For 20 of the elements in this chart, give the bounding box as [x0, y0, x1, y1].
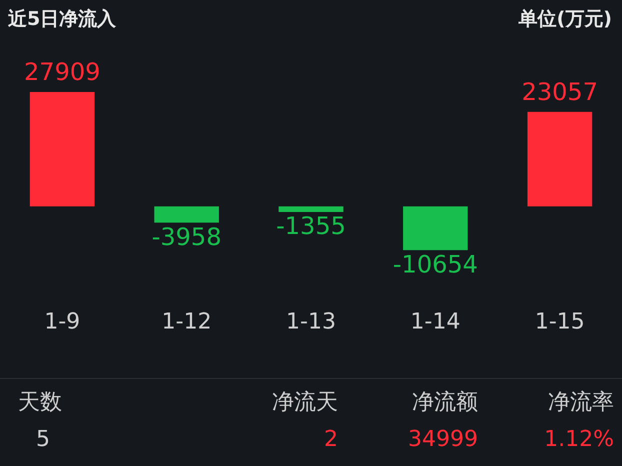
data-label: -10654 — [392, 250, 478, 278]
chart-title: 近5日净流入 — [8, 7, 116, 32]
text: 天数 — [18, 389, 62, 417]
chart-subtitle: 单位(万元) — [518, 7, 612, 32]
x-tick-label: 1-15 — [534, 310, 585, 335]
x-tick-label: 1-13 — [286, 310, 336, 335]
data-label: -3958 — [152, 222, 222, 251]
text: 净流率 — [548, 389, 614, 417]
data-label: -1355 — [276, 212, 346, 240]
data-label: 23057 — [522, 78, 598, 106]
text: 净流天 — [272, 389, 338, 417]
text: 2 — [324, 427, 338, 452]
x-tick-label: 1-12 — [162, 310, 212, 335]
text: 1.12% — [544, 427, 614, 452]
text: 34999 — [408, 427, 478, 452]
x-tick-label: 1-9 — [44, 310, 80, 335]
data-label: 27909 — [24, 58, 100, 86]
x-tick-label: 1-14 — [410, 310, 460, 335]
text: 5 — [36, 427, 50, 452]
text: 净流额 — [412, 389, 478, 417]
